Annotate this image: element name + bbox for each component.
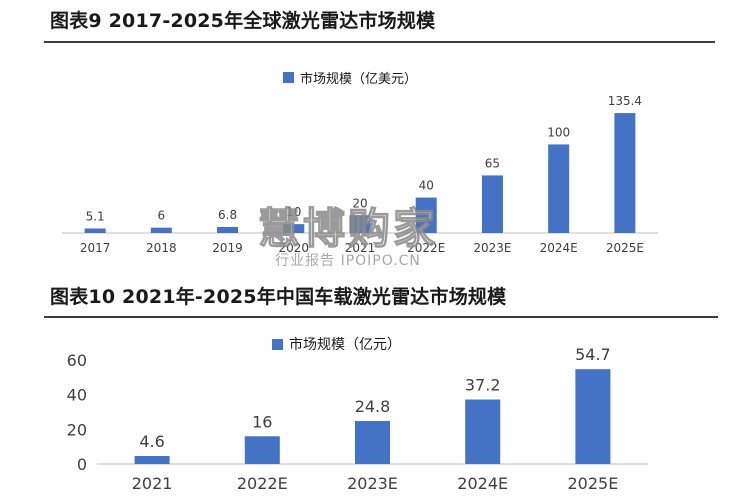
chart-1-bar — [283, 224, 305, 233]
chart-1-bar — [217, 226, 239, 233]
chart-2-y-tick-label: 20 — [67, 420, 87, 439]
chart-2-value-label: 37.2 — [465, 376, 501, 395]
chart-1-value-label: 20 — [352, 196, 367, 210]
chart-1-legend: 市场规模（亿美元） — [283, 68, 417, 87]
chart-1-x-tick-label: 2022E — [407, 241, 445, 255]
chart-2-bar — [465, 399, 501, 464]
chart-1-x-tick-label: 2024E — [540, 241, 578, 255]
figure-2-title: 图表10 2021年-2025年中国车载激光雷达市场规模 — [50, 286, 507, 308]
chart-1-value-label: 10 — [286, 205, 301, 219]
chart-2-y-tick-label: 60 — [67, 351, 87, 370]
chart-2-value-label: 24.8 — [355, 397, 391, 416]
chart-1-x-tick-label: 2019 — [212, 241, 243, 255]
chart-2-x-tick-label: 2025E — [567, 474, 618, 493]
chart-2-x-tick-label: 2023E — [347, 474, 398, 493]
chart-1-value-label: 6 — [158, 209, 166, 223]
chart-1-bar — [150, 227, 172, 233]
chart-1-bar — [415, 197, 437, 233]
chart-2-plot: 4.6 2021 16 2022E 24.8 2023E 37.2 2024E 54.7 2025… — [67, 345, 648, 493]
chart-1-bar — [614, 113, 636, 233]
chart-2-legend: 市场规模（亿元） — [272, 334, 401, 354]
chart-2-x-tick-label: 2024E — [457, 474, 508, 493]
chart-2-legend-swatch — [272, 338, 283, 350]
chart-2-y-tick-label: 40 — [67, 386, 87, 405]
chart-1-value-label: 135.4 — [608, 94, 642, 108]
chart-1-x-tick-label: 2021 — [345, 241, 376, 255]
chart-1-value-label: 6.8 — [218, 208, 237, 222]
chart-1-x-tick-label: 2025E — [606, 241, 644, 255]
chart-2-bar — [575, 369, 611, 464]
chart-1-plot: 5.12017620186.82019102020202021402022E65… — [62, 94, 658, 255]
chart-1-x-tick-label: 2018 — [146, 241, 177, 255]
chart-2-x-tick-label: 2022E — [237, 474, 288, 493]
chart-1-x-tick-label: 2020 — [279, 241, 310, 255]
chart-2-x-tick-label: 2021 — [132, 474, 173, 493]
chart-2-y-tick-label: 0 — [77, 455, 87, 474]
chart-1-bar — [548, 144, 570, 233]
chart-1-value-label: 65 — [485, 156, 500, 170]
chart-1-value-label: 40 — [419, 179, 434, 193]
chart-2-value-label: 16 — [252, 412, 272, 431]
figure-1-title-rule — [44, 41, 715, 43]
figure-2-title-rule — [44, 316, 718, 318]
chart-2-bar — [244, 436, 280, 464]
chart-1-value-label: 100 — [547, 125, 570, 139]
chart-1-x-tick-label: 2023E — [473, 241, 511, 255]
chart-2-value-label: 4.6 — [139, 432, 164, 451]
chart-1-legend-label: 市场规模（亿美元） — [300, 72, 418, 87]
chart-1-x-tick-label: 2017 — [80, 241, 111, 255]
chart-1-bar — [481, 175, 503, 233]
chart-2-legend-label: 市场规模（亿元） — [289, 337, 401, 353]
chart-1-bar — [84, 228, 106, 233]
figure-1-title: 图表9 2017-2025年全球激光雷达市场规模 — [50, 10, 436, 32]
chart-1-value-label: 5.1 — [86, 209, 105, 223]
chart-1-bar — [349, 215, 371, 233]
chart-1-legend-swatch — [283, 72, 294, 83]
chart-2-bar — [134, 456, 170, 464]
chart-2-value-label: 54.7 — [575, 345, 611, 364]
chart-2-bar — [355, 421, 390, 464]
